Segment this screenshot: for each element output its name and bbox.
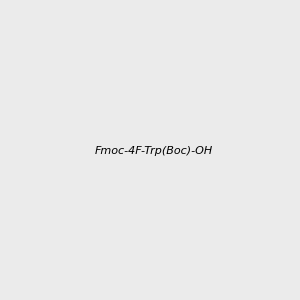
Text: Fmoc-4F-Trp(Boc)-OH: Fmoc-4F-Trp(Boc)-OH xyxy=(94,146,213,157)
